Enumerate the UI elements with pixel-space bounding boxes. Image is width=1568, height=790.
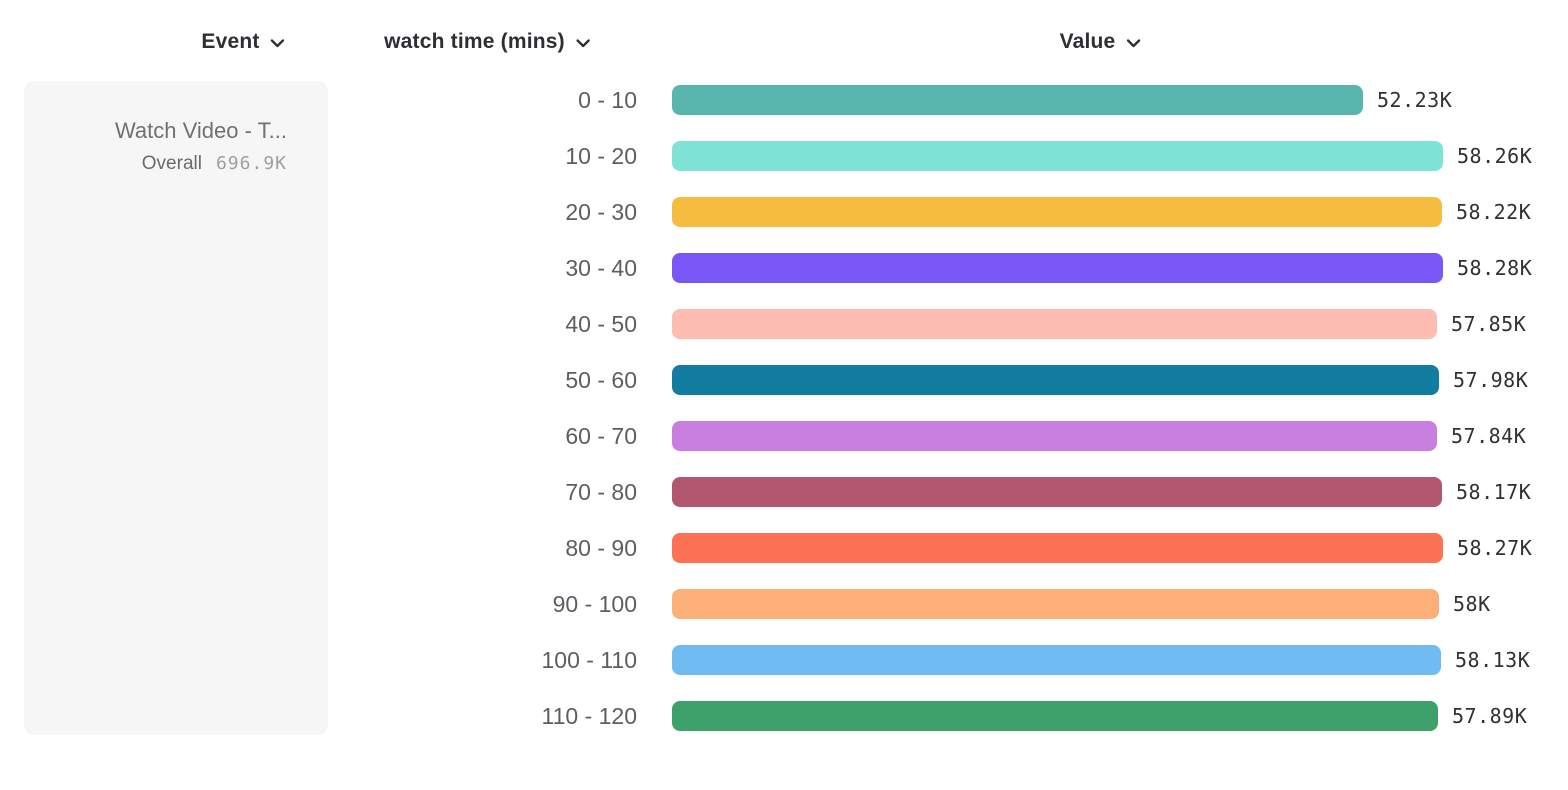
bar-row: 80 - 90 58.27K xyxy=(0,520,1568,576)
bar-value-label: 57.89K xyxy=(1452,704,1528,728)
event-overall-row: Overall 696.9K xyxy=(44,153,287,175)
bar-row: 50 - 60 57.98K xyxy=(0,352,1568,408)
bar-value-label: 58.13K xyxy=(1455,648,1531,672)
chevron-down-icon xyxy=(576,39,590,48)
bar[interactable] xyxy=(672,141,1443,171)
bar[interactable] xyxy=(672,197,1442,227)
bucket-label: 50 - 60 xyxy=(565,366,637,393)
bar-value-label: 52.23K xyxy=(1377,88,1453,112)
bar[interactable] xyxy=(672,533,1443,563)
bar-value-label: 57.84K xyxy=(1451,424,1527,448)
bar[interactable] xyxy=(672,589,1439,619)
bar-row: 40 - 50 57.85K xyxy=(0,296,1568,352)
bar[interactable] xyxy=(672,477,1442,507)
bar[interactable] xyxy=(672,309,1437,339)
bar-value-label: 58.22K xyxy=(1456,200,1532,224)
bar-value-label: 58.17K xyxy=(1456,480,1532,504)
column-header-value[interactable]: Value xyxy=(1060,27,1141,57)
bar[interactable] xyxy=(672,421,1437,451)
chevron-down-icon xyxy=(1126,39,1141,48)
bucket-label: 90 - 100 xyxy=(552,590,637,617)
bar-value-label: 58.27K xyxy=(1457,536,1533,560)
event-title: Watch Video - T... xyxy=(114,118,287,143)
bar-row: 0 - 10 52.23K xyxy=(0,72,1568,128)
bucket-label: 110 - 120 xyxy=(541,702,637,729)
bar-row: 100 - 110 58.13K xyxy=(0,632,1568,688)
bucket-label: 100 - 110 xyxy=(541,646,637,673)
bucket-label: 10 - 20 xyxy=(565,142,637,169)
bucket-label: 30 - 40 xyxy=(565,254,637,281)
column-header-event[interactable]: Event xyxy=(201,27,285,57)
bar-row: 10 - 20 58.26K xyxy=(0,128,1568,184)
bar-row: 70 - 80 58.17K xyxy=(0,464,1568,520)
bar[interactable] xyxy=(672,365,1439,395)
bar-value-label: 57.98K xyxy=(1453,368,1529,392)
bar[interactable] xyxy=(672,645,1441,675)
column-header-event-label: Event xyxy=(201,30,260,53)
bar-chart: 0 - 10 52.23K 10 - 20 58.26K 20 - 30 58.22K 30… xyxy=(0,72,1568,744)
overall-label: Overall xyxy=(141,153,202,174)
bar-row: 30 - 40 58.28K xyxy=(0,240,1568,296)
column-header-value-label: Value xyxy=(1059,30,1116,53)
chevron-down-icon xyxy=(270,39,285,48)
bucket-label: 60 - 70 xyxy=(565,422,637,449)
bucket-label: 20 - 30 xyxy=(565,198,637,225)
bucket-label: 80 - 90 xyxy=(565,534,637,561)
bar-value-label: 58K xyxy=(1453,592,1491,616)
column-header-breakdown-label: watch time (mins) xyxy=(384,30,565,53)
bar-row: 90 - 100 58K xyxy=(0,576,1568,632)
bar-row: 110 - 120 57.89K xyxy=(0,688,1568,744)
bucket-label: 0 - 10 xyxy=(578,86,637,113)
bar-value-label: 57.85K xyxy=(1451,312,1527,336)
column-header-breakdown[interactable]: watch time (mins) xyxy=(384,27,590,57)
bar[interactable] xyxy=(672,253,1443,283)
bar-value-label: 58.26K xyxy=(1457,144,1533,168)
bar-value-label: 58.28K xyxy=(1457,256,1533,280)
event-card[interactable]: Watch Video - T... Overall 696.9K xyxy=(24,81,328,735)
bucket-label: 70 - 80 xyxy=(565,478,637,505)
bar-row: 60 - 70 57.84K xyxy=(0,408,1568,464)
bar[interactable] xyxy=(672,85,1363,115)
bucket-label: 40 - 50 xyxy=(565,310,637,337)
overall-value: 696.9K xyxy=(215,153,287,174)
bar[interactable] xyxy=(672,701,1438,731)
bar-row: 20 - 30 58.22K xyxy=(0,184,1568,240)
